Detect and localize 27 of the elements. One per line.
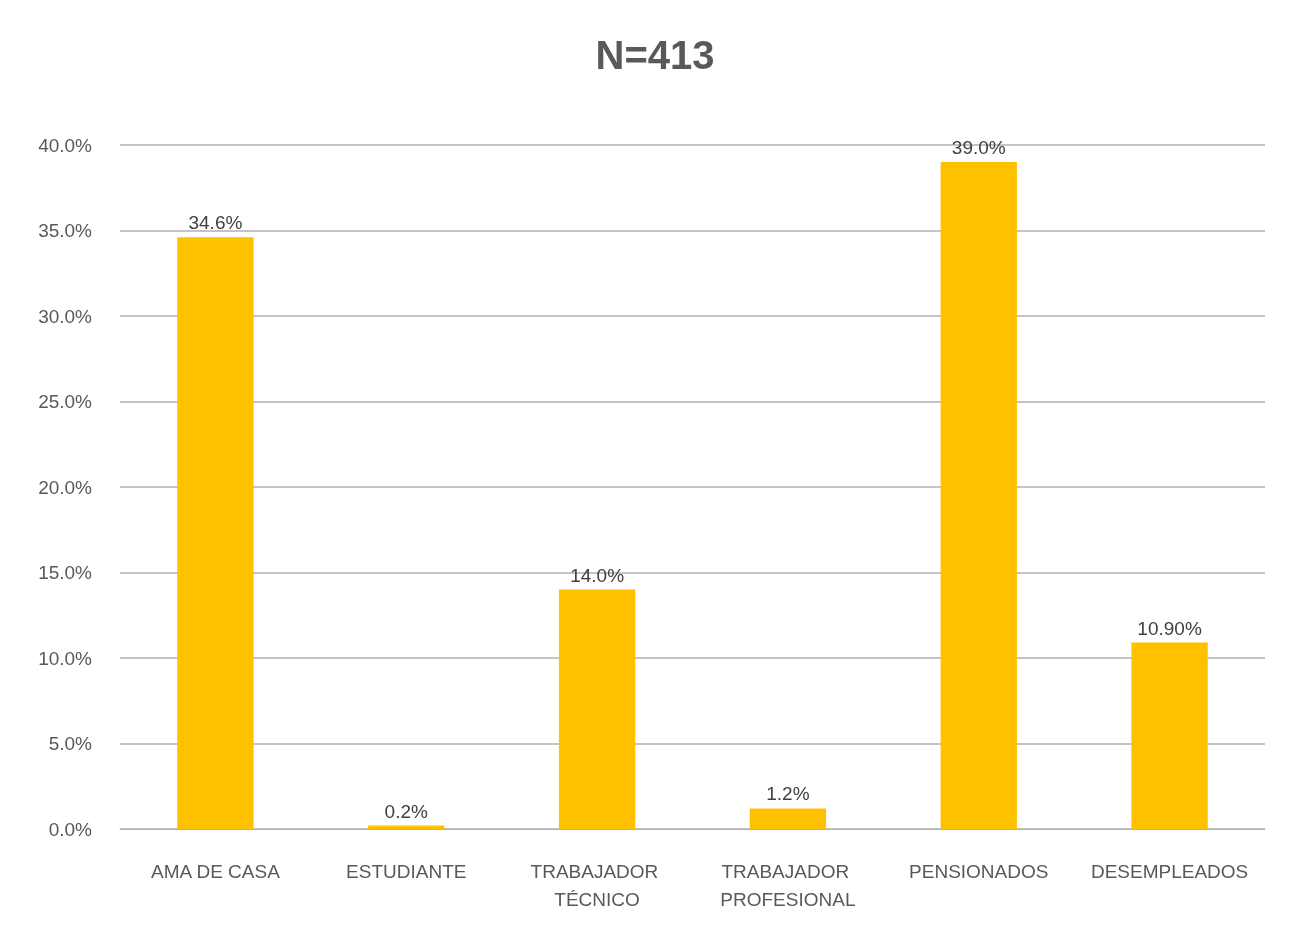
y-tick-label: 20.0% [38,476,93,498]
y-tick-label: 30.0% [38,305,93,327]
data-label: 34.6% [188,212,243,234]
y-tick-label: 10.0% [38,647,93,669]
bar [940,162,1017,829]
y-tick-label: 40.0% [38,134,93,156]
y-tick-label: 15.0% [38,562,93,583]
data-label: 10.90% [1137,617,1202,639]
y-tick-label: 5.0% [48,733,93,754]
bar [1131,642,1208,829]
x-tick-label: TRABAJADOR PROFESIONAL [720,860,856,910]
bar [558,589,636,829]
x-tick-label: PENSIONADOS [909,860,1049,882]
y-tick-label: 35.0% [38,220,93,241]
x-tick-label: DESEMPLEADOS [1090,860,1249,882]
data-label: 39.0% [951,137,1006,159]
bar [749,808,827,829]
x-tick-label: TRABAJADOR TÉCNICO [530,860,664,910]
bar [177,237,254,829]
chart-title: N=413 [595,33,715,77]
data-label: 14.0% [570,564,625,586]
y-tick-label: 25.0% [38,391,93,412]
y-tick-label: 0.0% [48,818,93,840]
x-tick-label: AMA DE CASA [151,860,281,882]
data-label: 0.2% [384,800,429,822]
x-tick-label: ESTUDIANTE [346,860,467,882]
data-label: 1.2% [766,783,810,805]
